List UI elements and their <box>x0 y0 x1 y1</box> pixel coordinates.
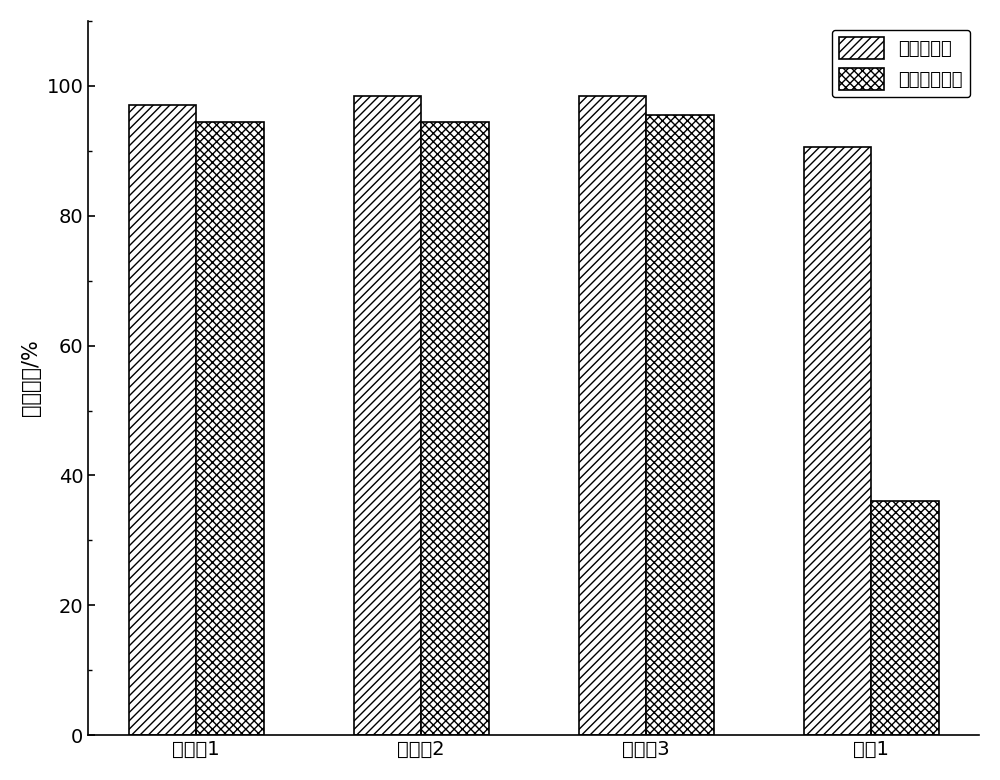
Bar <box>196 122 264 736</box>
Y-axis label: 脱硝效率/%: 脱硝效率/% <box>21 340 41 417</box>
Bar <box>646 115 714 736</box>
Bar <box>804 147 871 736</box>
Bar <box>421 122 489 736</box>
Bar <box>871 502 939 736</box>
Bar <box>354 95 421 736</box>
Bar <box>129 105 196 736</box>
Legend: 新鲜催化剂, 硃中毒催化剂: 新鲜催化剂, 硃中毒催化剂 <box>832 30 970 98</box>
Bar <box>579 95 646 736</box>
